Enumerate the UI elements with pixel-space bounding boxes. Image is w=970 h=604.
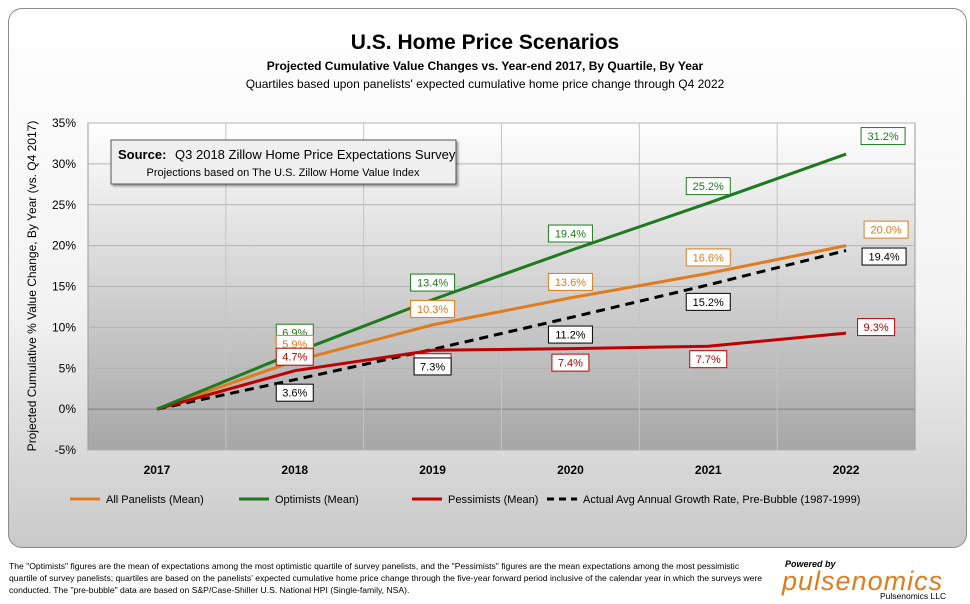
y-tick-label: -5% — [55, 443, 77, 457]
svg-text:7.3%: 7.3% — [420, 361, 445, 373]
svg-text:20.0%: 20.0% — [870, 225, 901, 237]
svg-text:16.6%: 16.6% — [693, 252, 724, 264]
svg-text:4.7%: 4.7% — [282, 352, 307, 364]
x-tick-label: 2020 — [557, 463, 584, 477]
y-tick-label: 20% — [52, 239, 76, 253]
data-label: 13.4% — [410, 273, 456, 292]
legend-item: Pessimists (Mean) — [412, 494, 538, 506]
series-line — [156, 249, 847, 411]
data-label: 25.2% — [685, 177, 731, 196]
svg-text:13.4%: 13.4% — [417, 278, 448, 290]
data-label: 19.4% — [547, 224, 593, 243]
y-tick-label: 0% — [59, 402, 77, 416]
svg-text:11.2%: 11.2% — [555, 330, 586, 342]
powered-by-label: Powered by — [785, 559, 836, 569]
svg-text:9.3%: 9.3% — [864, 322, 889, 334]
svg-text:7.4%: 7.4% — [558, 358, 583, 370]
svg-text:19.4%: 19.4% — [555, 229, 586, 241]
svg-text:15.2%: 15.2% — [693, 297, 724, 309]
svg-text:Optimists (Mean): Optimists (Mean) — [275, 494, 359, 506]
source-subtext: Projections based on The U.S. Zillow Hom… — [147, 167, 420, 179]
series-line — [156, 244, 847, 411]
data-label: 10.3% — [410, 299, 456, 318]
series-line — [156, 331, 847, 411]
footnote: The "Optimists" figures are the mean of … — [9, 561, 763, 595]
svg-text:13.6%: 13.6% — [555, 277, 586, 289]
data-label: 19.4% — [861, 247, 907, 266]
data-label: 3.6% — [275, 383, 314, 402]
svg-text:25.2%: 25.2% — [693, 181, 724, 193]
y-axis-label: Projected Cumulative % Value Change, By … — [25, 121, 39, 452]
y-tick-label: 5% — [59, 361, 77, 375]
data-label: 20.0% — [863, 220, 909, 239]
y-tick-label: 25% — [52, 198, 76, 212]
data-label: 16.6% — [685, 248, 731, 267]
legend-item: Actual Avg Annual Growth Rate, Pre-Bubbl… — [547, 494, 860, 506]
pulsenomics-logo: pulsenomics — [782, 566, 944, 596]
series-line — [156, 152, 847, 411]
data-label: 9.3% — [857, 318, 896, 337]
svg-text:3.6%: 3.6% — [282, 388, 307, 400]
chart-title: U.S. Home Price Scenarios — [350, 31, 620, 54]
svg-text:10.3%: 10.3% — [417, 304, 448, 316]
y-tick-label: 35% — [52, 116, 76, 130]
x-tick-label: 2022 — [833, 463, 860, 477]
chart-subtitle-2: Quartiles based upon panelists' expected… — [245, 77, 725, 91]
source-box: Source: Q3 2018 Zillow Home Price Expect… — [110, 139, 457, 185]
y-tick-label: 30% — [52, 157, 76, 171]
source-text: Q3 2018 Zillow Home Price Expectations S… — [175, 147, 456, 162]
x-tick-label: 2017 — [144, 463, 171, 477]
legend-item: Optimists (Mean) — [239, 494, 359, 506]
y-tick-label: 15% — [52, 280, 76, 294]
svg-text:Pessimists (Mean): Pessimists (Mean) — [448, 494, 538, 506]
data-label: 4.7% — [275, 347, 314, 366]
data-label: 7.3% — [413, 357, 452, 376]
data-label: 7.7% — [689, 350, 728, 369]
company-name: Pulsenomics LLC — [880, 591, 947, 601]
y-tick-label: 10% — [52, 320, 76, 334]
data-label: 15.2% — [685, 292, 731, 311]
svg-text:19.4%: 19.4% — [868, 252, 899, 264]
data-label: 11.2% — [547, 325, 593, 344]
svg-text:Actual Avg Annual Growth Rate,: Actual Avg Annual Growth Rate, Pre-Bubbl… — [583, 494, 860, 506]
data-label: 7.4% — [551, 353, 590, 372]
x-tick-label: 2018 — [281, 463, 308, 477]
x-tick-label: 2019 — [419, 463, 446, 477]
svg-text:31.2%: 31.2% — [867, 131, 898, 143]
legend-item: All Panelists (Mean) — [70, 494, 204, 506]
svg-text:Source: Q3 2018 Zillow H: Source: Q3 2018 Zillow Home Price Expect… — [118, 147, 456, 162]
source-label: Source: — [118, 147, 166, 162]
chart-subtitle: Projected Cumulative Value Changes vs. Y… — [266, 59, 704, 73]
x-tick-label: 2021 — [695, 463, 722, 477]
svg-text:All Panelists (Mean): All Panelists (Mean) — [106, 494, 204, 506]
data-label: 13.6% — [547, 272, 593, 291]
data-label: 31.2% — [860, 127, 906, 146]
svg-text:7.7%: 7.7% — [696, 354, 721, 366]
